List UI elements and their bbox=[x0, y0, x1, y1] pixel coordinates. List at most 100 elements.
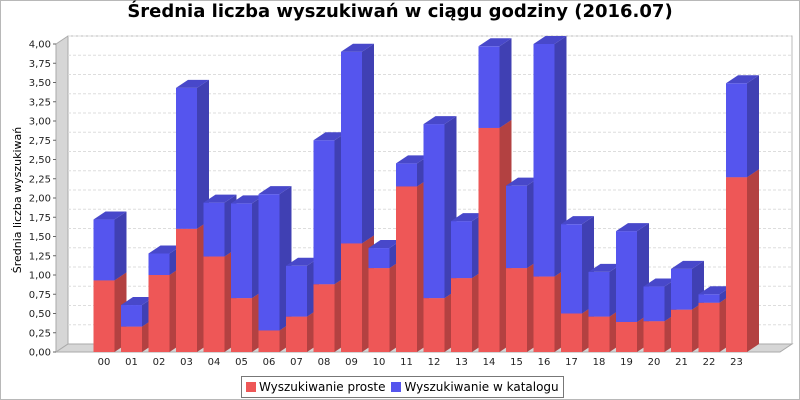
y-tick-label: 3,75 bbox=[29, 59, 51, 70]
x-tick-label: 14 bbox=[483, 357, 496, 368]
legend-swatch bbox=[391, 382, 402, 392]
bar-top bbox=[643, 278, 677, 287]
x-tick-label: 18 bbox=[593, 357, 606, 368]
chart-title: Średnia liczba wyszukiwań w ciągu godzin… bbox=[127, 1, 673, 22]
bar-19-series-1 bbox=[616, 223, 649, 322]
x-tick-label: 21 bbox=[675, 357, 688, 368]
bar-top bbox=[506, 177, 539, 186]
bar-16-series-1 bbox=[533, 36, 567, 277]
legend: Wyszukiwanie proste Wyszukiwanie w katal… bbox=[241, 376, 564, 398]
legend-item: Wyszukiwanie proste bbox=[246, 380, 385, 394]
y-tick-label: 2,00 bbox=[29, 194, 51, 205]
x-tick-label: 17 bbox=[565, 357, 578, 368]
x-tick-label: 03 bbox=[180, 357, 193, 368]
x-tick-label: 22 bbox=[703, 357, 716, 368]
x-tick-label: 00 bbox=[98, 357, 111, 368]
bar-front bbox=[533, 276, 555, 352]
bar-23-series-0 bbox=[726, 169, 759, 352]
bars bbox=[93, 36, 759, 353]
bar-front bbox=[588, 271, 610, 317]
bar-side bbox=[554, 36, 567, 277]
bar-front bbox=[588, 316, 610, 352]
y-axis-ticks: 0,00 0,25 0,50 0,75 1,00 1,25 1,50 1,75 2,00 2,25… bbox=[29, 40, 56, 359]
bar-front bbox=[561, 224, 582, 314]
bar-top bbox=[313, 132, 347, 141]
bar-front bbox=[368, 268, 390, 352]
bar-front bbox=[671, 268, 692, 310]
bar-front bbox=[121, 326, 142, 352]
bar-side bbox=[747, 169, 759, 352]
bar-front bbox=[313, 284, 335, 352]
bar-front bbox=[396, 186, 417, 352]
bar-front bbox=[93, 219, 115, 281]
bar-front bbox=[148, 253, 170, 275]
x-tick-label: 08 bbox=[318, 357, 331, 368]
bar-top bbox=[423, 116, 457, 125]
y-tick-label: 3,25 bbox=[29, 97, 51, 108]
bar-top bbox=[258, 186, 292, 195]
legend-label: Wyszukiwanie proste bbox=[259, 380, 386, 394]
bar-00-series-1 bbox=[93, 211, 127, 281]
bar-front bbox=[286, 265, 307, 317]
bar-side bbox=[747, 75, 759, 178]
bar-front bbox=[93, 280, 115, 352]
bar-front bbox=[671, 309, 692, 352]
x-tick-label: 12 bbox=[428, 357, 441, 368]
bar-front bbox=[176, 87, 197, 229]
x-tick-label: 04 bbox=[208, 357, 221, 368]
bar-side bbox=[197, 79, 209, 229]
y-tick-label: 3,50 bbox=[29, 78, 51, 89]
y-axis-label: Średnia liczba wyszukiwań bbox=[11, 127, 24, 274]
bar-front bbox=[148, 275, 170, 352]
bar-front bbox=[286, 316, 307, 352]
bar-top bbox=[121, 297, 154, 306]
bar-front bbox=[561, 313, 582, 352]
bar-front bbox=[176, 228, 197, 352]
bar-side bbox=[114, 211, 127, 281]
bar-front bbox=[451, 221, 472, 279]
x-tick-label: 02 bbox=[153, 357, 166, 368]
bar-front bbox=[341, 51, 362, 244]
y-tick-label: 0,75 bbox=[29, 290, 51, 301]
y-tick-label: 4,00 bbox=[29, 40, 51, 51]
x-tick-label: 09 bbox=[345, 357, 358, 368]
bar-front bbox=[643, 286, 665, 322]
bar-front bbox=[643, 321, 665, 352]
bar-front bbox=[616, 231, 637, 322]
x-tick-label: 10 bbox=[373, 357, 386, 368]
y-tick-label: 2,25 bbox=[29, 174, 51, 185]
bar-front bbox=[203, 256, 225, 352]
bar-top bbox=[231, 195, 264, 204]
bar-top bbox=[451, 213, 484, 222]
x-tick-label: 05 bbox=[235, 357, 248, 368]
y-tick-label: 1,75 bbox=[29, 213, 51, 224]
bar-front bbox=[396, 163, 417, 187]
bar-top bbox=[588, 263, 622, 272]
bar-front bbox=[451, 278, 472, 352]
bar-front bbox=[726, 177, 747, 352]
bar-front bbox=[231, 298, 252, 352]
bar-top bbox=[396, 155, 429, 164]
bar-14-series-0 bbox=[478, 119, 512, 353]
bar-front bbox=[258, 194, 280, 331]
bar-top bbox=[478, 38, 512, 47]
bar-front bbox=[423, 124, 445, 299]
bar-10-series-1 bbox=[368, 240, 402, 269]
y-tick-label: 0,25 bbox=[29, 328, 51, 339]
bar-front bbox=[258, 330, 280, 352]
y-tick-label: 1,00 bbox=[29, 271, 51, 282]
x-tick-label: 15 bbox=[510, 357, 523, 368]
bar-03-series-1 bbox=[176, 79, 209, 229]
bar-front bbox=[313, 140, 335, 285]
bar-front bbox=[506, 268, 527, 352]
bar-top bbox=[726, 75, 759, 84]
legend-swatch bbox=[246, 382, 256, 392]
x-tick-label: 16 bbox=[538, 357, 551, 368]
x-tick-label: 06 bbox=[263, 357, 276, 368]
bar-front bbox=[506, 185, 527, 269]
bar-front bbox=[231, 203, 252, 299]
bar-top bbox=[533, 36, 567, 44]
bar-front bbox=[121, 305, 142, 327]
x-tick-label: 23 bbox=[730, 357, 743, 368]
